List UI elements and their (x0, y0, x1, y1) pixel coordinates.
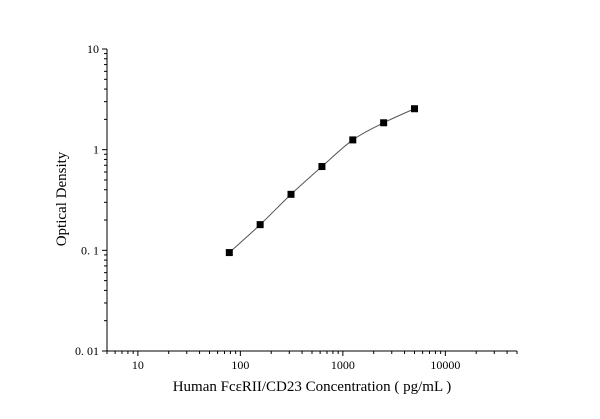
x-tick-label: 100 (231, 358, 249, 372)
tick-labels: 0. 01 0. 1 1 10 10 100 1000 10000 (75, 42, 460, 372)
data-point (287, 190, 295, 198)
x-axis-title: Human FcεRII/CD23 Concentration ( pg/mL … (173, 379, 452, 395)
data-points (225, 105, 418, 257)
x-tick-label: 10 (132, 358, 144, 372)
fit-curve (228, 108, 415, 253)
y-tick-label: 0. 01 (75, 344, 99, 358)
data-point (380, 119, 388, 127)
tick-marks (102, 48, 518, 356)
data-point (411, 105, 418, 113)
y-tick-label: 1 (93, 143, 99, 157)
x-tick-label: 10000 (430, 358, 460, 372)
y-tick-label: 10 (87, 42, 99, 56)
y-tick-label: 0. 1 (81, 243, 99, 257)
data-point (225, 249, 233, 257)
axes (106, 49, 517, 352)
y-axis-title: Optical Density (54, 151, 70, 246)
x-tick-label: 1000 (331, 358, 355, 372)
data-point (318, 163, 326, 171)
data-point (256, 221, 264, 229)
data-point (349, 136, 357, 144)
